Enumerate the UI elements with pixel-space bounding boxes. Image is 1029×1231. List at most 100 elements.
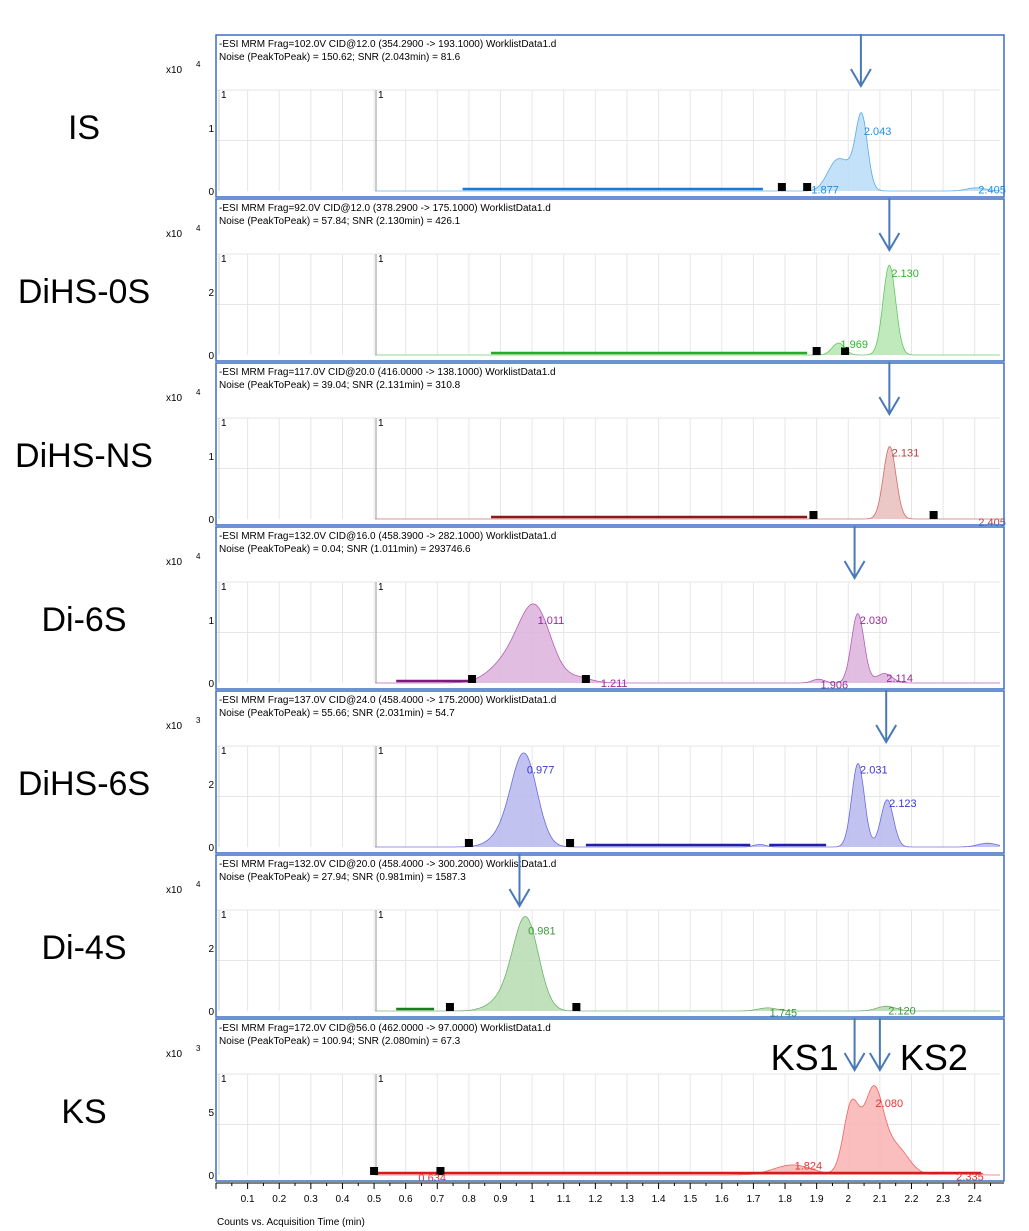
y-tick-label: 2 [208,288,214,299]
panel-border [215,198,1005,362]
arrow-head [843,560,866,580]
scale-exponent: 4 [196,880,201,889]
integration-marker [929,511,938,519]
x-tick-label: 1.1 [557,1194,571,1205]
y-tick-label: 1 [208,452,214,463]
panel-header-noise: Noise (PeakToPeak) = 0.04; SNR (1.011min… [219,544,471,555]
x-tick-label: 0.3 [304,1194,318,1205]
marker-text: 1 [378,746,384,757]
integration-marker [803,183,812,191]
peak-label: 1.969 [840,339,868,351]
x-tick-label: 0.1 [241,1194,255,1205]
y-scale-label: x10 3 [166,1044,201,1060]
scale-exponent: 3 [196,1044,201,1053]
peak-label: 2.030 [860,615,888,627]
x-axis-title: Counts vs. Acquisition Time (min) [217,1217,365,1228]
x-axis: 0.1 0.2 0.3 0.4 0.5 0.6 0.7 0.8 0.9 1 1.1 1.2 1.3 1.4… [215,1182,1004,1228]
signal-line [375,1085,1000,1176]
chromatogram-panel-dihs-6s: 1 1 0.977 2.031 2.123 0 2 x10 3 -ESI MRM Frag=137… [18,690,1005,854]
arrow-head [878,232,901,252]
y-tick-label: 1 [208,616,214,627]
signal-line [375,111,1001,192]
peak-label: 2.120 [888,1005,916,1017]
marker-text: 1 [378,910,384,921]
y-scale-label: x10 4 [166,552,201,568]
signal-line [375,603,1000,684]
integration-marker [566,839,575,847]
marker-text: 1 [378,1074,384,1085]
y-tick-label: 5 [208,1108,214,1119]
integration-marker [370,1167,379,1175]
peak-arrow [843,526,866,580]
y-scale-label: x10 4 [166,224,201,240]
y-tick-label: 1 [208,124,214,135]
y-scale-label: x10 4 [166,880,201,896]
panel-header-method: -ESI MRM Frag=132.0V CID@16.0 (458.3900 … [219,531,556,542]
arrow-head [508,888,531,908]
peak-label: 1.824 [795,1161,823,1173]
grid [216,89,1000,191]
panel-header-method: -ESI MRM Frag=117.0V CID@20.0 (416.0000 … [219,367,556,378]
signal-area [375,1085,1000,1175]
peak-label: 0.977 [527,765,555,777]
scale-base: x10 [166,229,183,240]
x-tick-label: 1.5 [683,1194,697,1205]
y-tick-label: 0 [208,515,214,526]
panel-header-noise: Noise (PeakToPeak) = 55.66; SNR (2.031mi… [219,708,455,719]
peak-arrow [843,1018,866,1072]
chromatogram-panel-di-4s: 1 1 0.981 1.745 2.120 0 2 x10 4 -ESI MRM Frag=132… [41,854,1005,1020]
y-tick-label: 0 [208,351,214,362]
signal-area [375,752,1000,847]
arrow-head [850,68,872,88]
peak-label: 1.211 [601,678,628,690]
panel-border [215,34,1005,198]
peak-label: 2.123 [889,798,917,810]
x-tick-label: 0.6 [399,1194,413,1205]
x-tick-label: 1 [529,1194,535,1205]
grid [216,417,1000,519]
panel-border [215,1018,1005,1182]
panel-header-method: -ESI MRM Frag=137.0V CID@24.0 (458.4000 … [219,695,556,706]
panel-border [215,526,1005,690]
ks1-label: KS1 [771,1037,839,1078]
grid [216,253,1000,355]
panel-header-noise: Noise (PeakToPeak) = 150.62; SNR (2.043m… [219,52,461,63]
marker-text: 1 [378,582,384,593]
peak-label: 0.981 [528,926,556,938]
compound-label: DiHS-6S [18,765,150,803]
integration-marker [464,839,473,847]
compound-label: DiHS-0S [18,273,150,311]
peak-arrow [878,362,901,416]
peak-label: 2.130 [891,268,919,280]
x-tick-label: 1.2 [588,1194,602,1205]
scale-base: x10 [166,885,183,896]
peak-label: 2.114 [886,673,913,685]
marker-text: 1 [378,418,384,429]
signal-line [375,915,1000,1012]
arrow-head [869,1052,891,1072]
y-tick-label: 0 [208,1171,214,1182]
peak-arrow [869,1018,891,1072]
scale-exponent: 4 [196,60,201,69]
marker-text: 1 [378,254,384,265]
integration-marker [812,347,821,355]
peak-label: 2.080 [876,1098,904,1110]
peak-label: 2.405 [978,185,1006,197]
peak-label: 1.877 [811,185,839,197]
scale-base: x10 [166,65,183,76]
y-scale-label: x10 4 [166,60,201,76]
ks2-label: KS2 [900,1037,968,1078]
panel-border [215,854,1005,1018]
y-tick-label: 0 [208,679,214,690]
panel-header-method: -ESI MRM Frag=172.0V CID@56.0 (462.0000 … [219,1023,551,1034]
grid [216,1073,1000,1175]
signal-line [375,446,1000,520]
x-tick-label: 1.3 [620,1194,634,1205]
integration-marker [572,1003,581,1011]
scale-exponent: 4 [196,552,201,561]
peak-arrow [875,690,898,744]
x-tick-label: 1.8 [778,1194,792,1205]
compound-label: KS [61,1093,106,1131]
